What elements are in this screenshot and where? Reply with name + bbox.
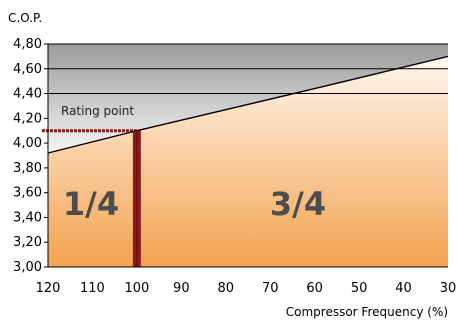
axes [47, 44, 448, 268]
region-label-three-quarters: 3/4 [270, 185, 326, 223]
x-tick-label: 110 [80, 281, 105, 296]
rating-point-label: Rating point [61, 104, 134, 118]
x-tick-label: 70 [262, 281, 279, 296]
region-label-quarter: 1/4 [63, 185, 119, 223]
x-tick-label: 40 [395, 281, 412, 296]
y-tick-label: 4,60 [13, 62, 42, 77]
x-tick-label: 90 [173, 281, 190, 296]
rating-point-marker [42, 129, 141, 267]
series-lines [47, 55, 449, 154]
y-tick-label: 3,00 [13, 260, 42, 275]
y-tick-label: 4,40 [13, 87, 42, 102]
x-tick-label: 120 [36, 281, 61, 296]
x-tick-labels: 120 110 100 90 80 70 60 50 40 30 [36, 281, 457, 296]
area-above-cop-line [48, 44, 448, 153]
cop-series-line [47, 55, 449, 154]
grid-lines [48, 43, 448, 95]
x-tick-label: 50 [351, 281, 368, 296]
x-axis-label: Compressor Frequency (%) [286, 305, 448, 319]
y-tick-label: 4,20 [13, 111, 42, 126]
x-tick-label: 60 [306, 281, 323, 296]
y-tick-label: 3,80 [13, 161, 42, 176]
x-tick-label: 30 [440, 281, 457, 296]
y-axis-label: C.O.P. [8, 11, 42, 25]
y-tick-label: 4,80 [13, 37, 42, 52]
x-tick-label: 100 [124, 281, 149, 296]
area-below-cop-line [48, 56, 448, 268]
y-tick-label: 3,60 [13, 186, 42, 201]
y-tick-labels: 3,00 3,20 3,40 3,60 3,80 4,00 4,20 4,40 4,60 4,80 [13, 37, 48, 275]
x-tick-label: 80 [218, 281, 235, 296]
y-tick-label: 3,40 [13, 210, 42, 225]
y-tick-label: 4,00 [13, 136, 42, 151]
y-tick-label: 3,20 [13, 235, 42, 250]
